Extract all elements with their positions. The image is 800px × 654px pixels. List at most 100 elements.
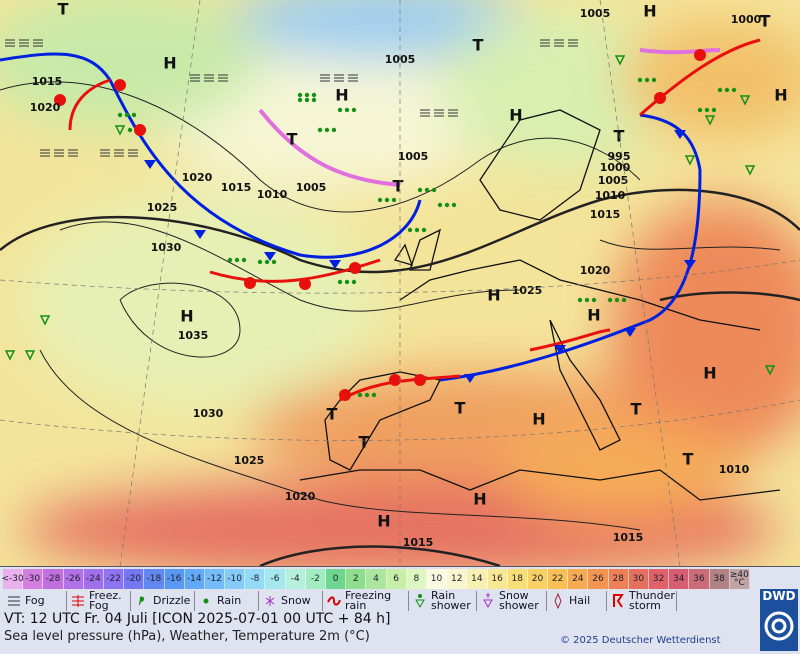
front-triangle	[329, 260, 341, 269]
rain-symbol	[717, 87, 723, 93]
pressure-center: H	[180, 307, 193, 326]
legend-icon	[483, 593, 493, 609]
front-semicircle	[414, 374, 426, 386]
scale-cell: 20	[527, 569, 549, 589]
front-semicircle	[54, 94, 66, 106]
legend-label: Thunder storm	[629, 589, 675, 612]
rain-symbol	[337, 107, 343, 113]
isobar-label: 1015	[221, 181, 252, 194]
rain-symbol	[371, 392, 377, 398]
icon-part	[483, 599, 493, 609]
legend-icon	[72, 595, 84, 607]
legend-label: Rain shower	[431, 589, 471, 612]
rain-symbol	[614, 297, 620, 303]
isobar-label: 1005	[398, 150, 429, 163]
cold-front	[0, 52, 422, 259]
isobar-label: 1005	[296, 181, 327, 194]
shower-symbol	[704, 115, 716, 126]
scale-cell: -14	[184, 569, 205, 589]
isobar-label: 1005	[580, 7, 611, 20]
isobar-label: 1030	[151, 241, 182, 254]
scale-cell: -6	[265, 569, 286, 589]
rain-symbol	[234, 257, 240, 263]
shower-symbol	[114, 125, 126, 136]
rain-symbol	[271, 259, 277, 265]
scale-cell: 26	[588, 569, 609, 589]
rain-symbol	[704, 107, 710, 113]
isobar-label: 995	[608, 150, 631, 163]
scale-cell: -30	[23, 569, 44, 589]
legend-item: Snow	[259, 591, 323, 611]
legend-label: Drizzle	[153, 594, 191, 607]
legend-label: Snow shower	[499, 589, 539, 612]
rain-symbol	[364, 392, 370, 398]
scale-cell: 0	[326, 569, 347, 589]
rain-symbol	[117, 112, 123, 118]
rain-symbol	[437, 202, 443, 208]
scale-cell: 22	[548, 569, 569, 589]
scale-cell: 16	[487, 569, 508, 589]
scale-cell: 28	[608, 569, 629, 589]
scale-cell: -10	[225, 569, 246, 589]
rain-symbol	[227, 257, 233, 263]
rain-symbol	[384, 197, 390, 203]
scale-cell: -2	[305, 569, 326, 589]
rain-symbol	[297, 92, 303, 98]
front-semicircle	[134, 124, 146, 136]
legend-item: Fog	[3, 591, 67, 611]
rain-symbol	[311, 92, 317, 98]
rain-symbol	[407, 227, 413, 233]
icon-part	[418, 594, 422, 598]
isobar-label: 1010	[719, 463, 750, 476]
scale-cell: 38	[709, 569, 730, 589]
shower-symbol	[744, 165, 756, 176]
scale-cell: -12	[204, 569, 226, 589]
shower-symbol	[24, 350, 36, 361]
front-semicircle	[244, 277, 256, 289]
rain-symbol	[124, 112, 130, 118]
valid-time: VT: 12 UTC Fr. 04 Juli [ICON 2025-07-01 …	[4, 611, 391, 627]
pressure-center: T	[760, 12, 771, 31]
front-semicircle	[694, 49, 706, 61]
front-triangle	[684, 260, 696, 269]
legend-label: Freez. Fog	[89, 589, 122, 612]
icon-part	[327, 596, 341, 606]
pressure-center: H	[643, 2, 656, 21]
isobar-label: 1005	[385, 53, 416, 66]
pressure-center: H	[487, 286, 500, 305]
scale-cell: 2	[346, 569, 367, 589]
shower-symbol	[739, 95, 751, 106]
scale-cell: -26	[63, 569, 84, 589]
rain-symbol	[444, 202, 450, 208]
scale-cell: 36	[689, 569, 710, 589]
legend-icon	[8, 596, 20, 606]
scale-cell: -22	[103, 569, 125, 589]
front-semicircle	[339, 389, 351, 401]
front-triangle	[624, 328, 636, 337]
rain-symbol	[431, 187, 437, 193]
pressure-center: T	[473, 36, 484, 55]
legend-icon	[415, 594, 425, 609]
icon-part	[265, 596, 275, 606]
logo-icon	[764, 611, 794, 641]
rain-symbol	[591, 297, 597, 303]
rain-symbol	[377, 197, 383, 203]
rain-symbol	[644, 77, 650, 83]
rain-symbol	[621, 297, 627, 303]
scale-cell: 6	[386, 569, 407, 589]
legend-label: Rain	[217, 594, 242, 607]
weather-symbols	[4, 39, 776, 401]
pressure-center: H	[473, 490, 486, 509]
legend-icon	[554, 592, 562, 610]
rain-symbol	[257, 259, 263, 265]
rain-symbol	[421, 227, 427, 233]
rain-symbol	[351, 279, 357, 285]
pressure-center: T	[631, 400, 642, 419]
scale-cell: -28	[43, 569, 64, 589]
logo: DWD	[760, 589, 798, 651]
isobar-label: 1020	[580, 264, 611, 277]
legend-icon	[203, 598, 209, 604]
